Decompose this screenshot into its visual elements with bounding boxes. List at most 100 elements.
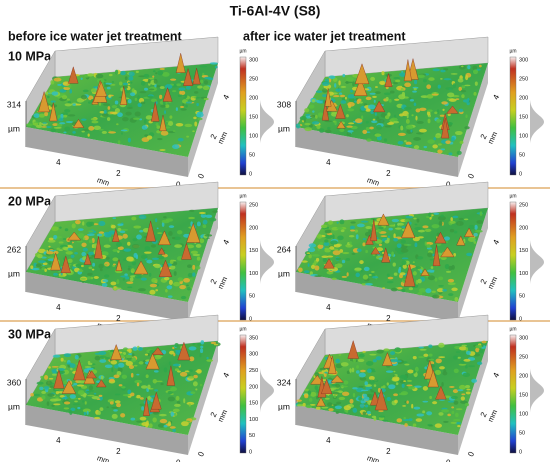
texture (461, 94, 465, 99)
texture (130, 268, 135, 274)
texture (296, 404, 304, 407)
peak (133, 260, 149, 275)
texture (37, 248, 46, 254)
texture (349, 225, 356, 230)
texture (356, 387, 364, 393)
texture (412, 423, 417, 427)
texture (173, 271, 177, 276)
texture (440, 69, 446, 73)
texture (168, 231, 173, 236)
texture (474, 229, 483, 233)
texture (419, 107, 427, 111)
colorbar-tick-label: 0 (249, 316, 252, 322)
peak (370, 219, 378, 241)
texture (164, 126, 171, 129)
texture (324, 120, 333, 123)
texture (357, 395, 361, 398)
texture (340, 385, 348, 388)
texture (375, 356, 382, 361)
texture (177, 94, 182, 97)
texture (464, 365, 468, 369)
texture (161, 221, 165, 227)
texture (202, 85, 210, 91)
texture (117, 112, 123, 118)
texture (145, 115, 153, 120)
texture (396, 360, 402, 363)
texture (53, 403, 61, 406)
texture (103, 81, 106, 88)
texture (457, 425, 461, 428)
texture (111, 104, 118, 109)
texture (164, 110, 167, 115)
texture (428, 424, 434, 427)
texture (335, 411, 339, 414)
texture (428, 358, 435, 361)
height-histogram (530, 240, 544, 285)
texture (363, 266, 370, 272)
y-axis-label: mm (216, 275, 229, 290)
texture (368, 274, 372, 276)
colorbar-tick-label: 150 (249, 401, 258, 407)
colorbar-tick-label: 100 (249, 133, 258, 139)
texture (70, 254, 75, 258)
texture (174, 403, 181, 407)
texture (352, 407, 358, 413)
colorbar-tick-label: 150 (519, 392, 528, 398)
texture (324, 229, 332, 234)
texture (315, 406, 321, 410)
texture (39, 121, 42, 126)
texture (133, 364, 138, 367)
texture (315, 257, 320, 262)
texture (395, 382, 399, 386)
texture (188, 375, 194, 379)
texture (355, 234, 359, 240)
texture (58, 275, 64, 278)
texture (464, 402, 469, 407)
texture (144, 353, 149, 356)
texture (41, 267, 46, 271)
texture (159, 68, 165, 70)
texture (101, 113, 109, 118)
texture (82, 89, 89, 93)
texture (366, 138, 372, 142)
texture (402, 264, 407, 269)
texture (447, 282, 456, 286)
texture (167, 295, 173, 298)
texture (121, 374, 128, 379)
texture (368, 379, 375, 384)
texture (66, 362, 73, 365)
texture (67, 247, 73, 251)
texture (139, 403, 146, 407)
texture (104, 263, 108, 266)
texture (123, 248, 132, 252)
texture (413, 137, 421, 141)
colorbar-tick-label: 200 (519, 225, 528, 231)
texture (188, 403, 191, 407)
texture (424, 228, 432, 233)
texture (336, 221, 339, 224)
texture (372, 359, 377, 363)
texture (120, 129, 128, 132)
texture (458, 64, 466, 70)
texture (380, 113, 387, 118)
texture (320, 224, 328, 229)
peak (115, 258, 123, 272)
texture (426, 269, 435, 273)
texture (347, 108, 355, 112)
texture (376, 228, 382, 233)
texture (449, 228, 455, 233)
texture (375, 91, 381, 95)
texture (434, 423, 442, 428)
texture (418, 346, 424, 349)
texture (400, 391, 409, 396)
texture (448, 293, 454, 297)
colorbar-tick-label: 200 (249, 384, 258, 390)
texture (51, 366, 59, 368)
texture (69, 394, 77, 399)
texture (334, 405, 342, 410)
texture (88, 126, 95, 131)
texture (172, 346, 175, 350)
texture (374, 86, 378, 88)
texture (80, 264, 84, 268)
texture (63, 353, 72, 358)
